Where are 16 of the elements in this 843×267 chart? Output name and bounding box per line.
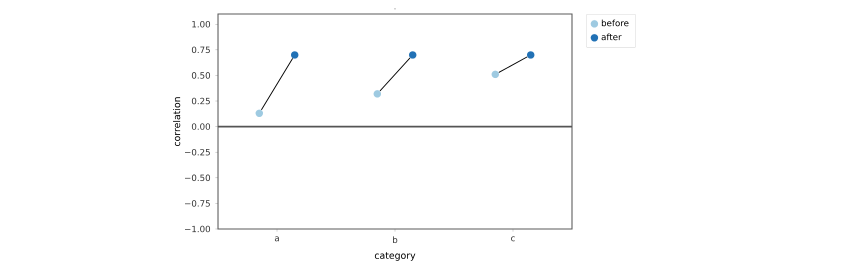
y-tick-label: 1.00 bbox=[192, 20, 210, 28]
legend-label: before bbox=[602, 20, 629, 26]
y-tick-label: 0.00 bbox=[192, 123, 210, 130]
x-axis-title: category bbox=[374, 252, 416, 261]
y-tick-label: 0.25 bbox=[192, 98, 210, 104]
x-tick-label: c bbox=[511, 236, 515, 242]
y-tick-label: 0.75 bbox=[192, 46, 210, 54]
y-tick-label: 0.50 bbox=[192, 72, 210, 79]
y-tick-label: −0.50 bbox=[184, 174, 210, 182]
y-tick-label: −0.75 bbox=[184, 200, 210, 207]
legend-label: after bbox=[602, 34, 622, 40]
y-tick-label: −0.25 bbox=[184, 148, 210, 156]
x-tick-label: b bbox=[393, 236, 398, 244]
y-tick-label: −1.00 bbox=[184, 226, 210, 232]
y-axis-title: correlation bbox=[173, 97, 180, 146]
x-tick-label: a bbox=[274, 236, 279, 242]
